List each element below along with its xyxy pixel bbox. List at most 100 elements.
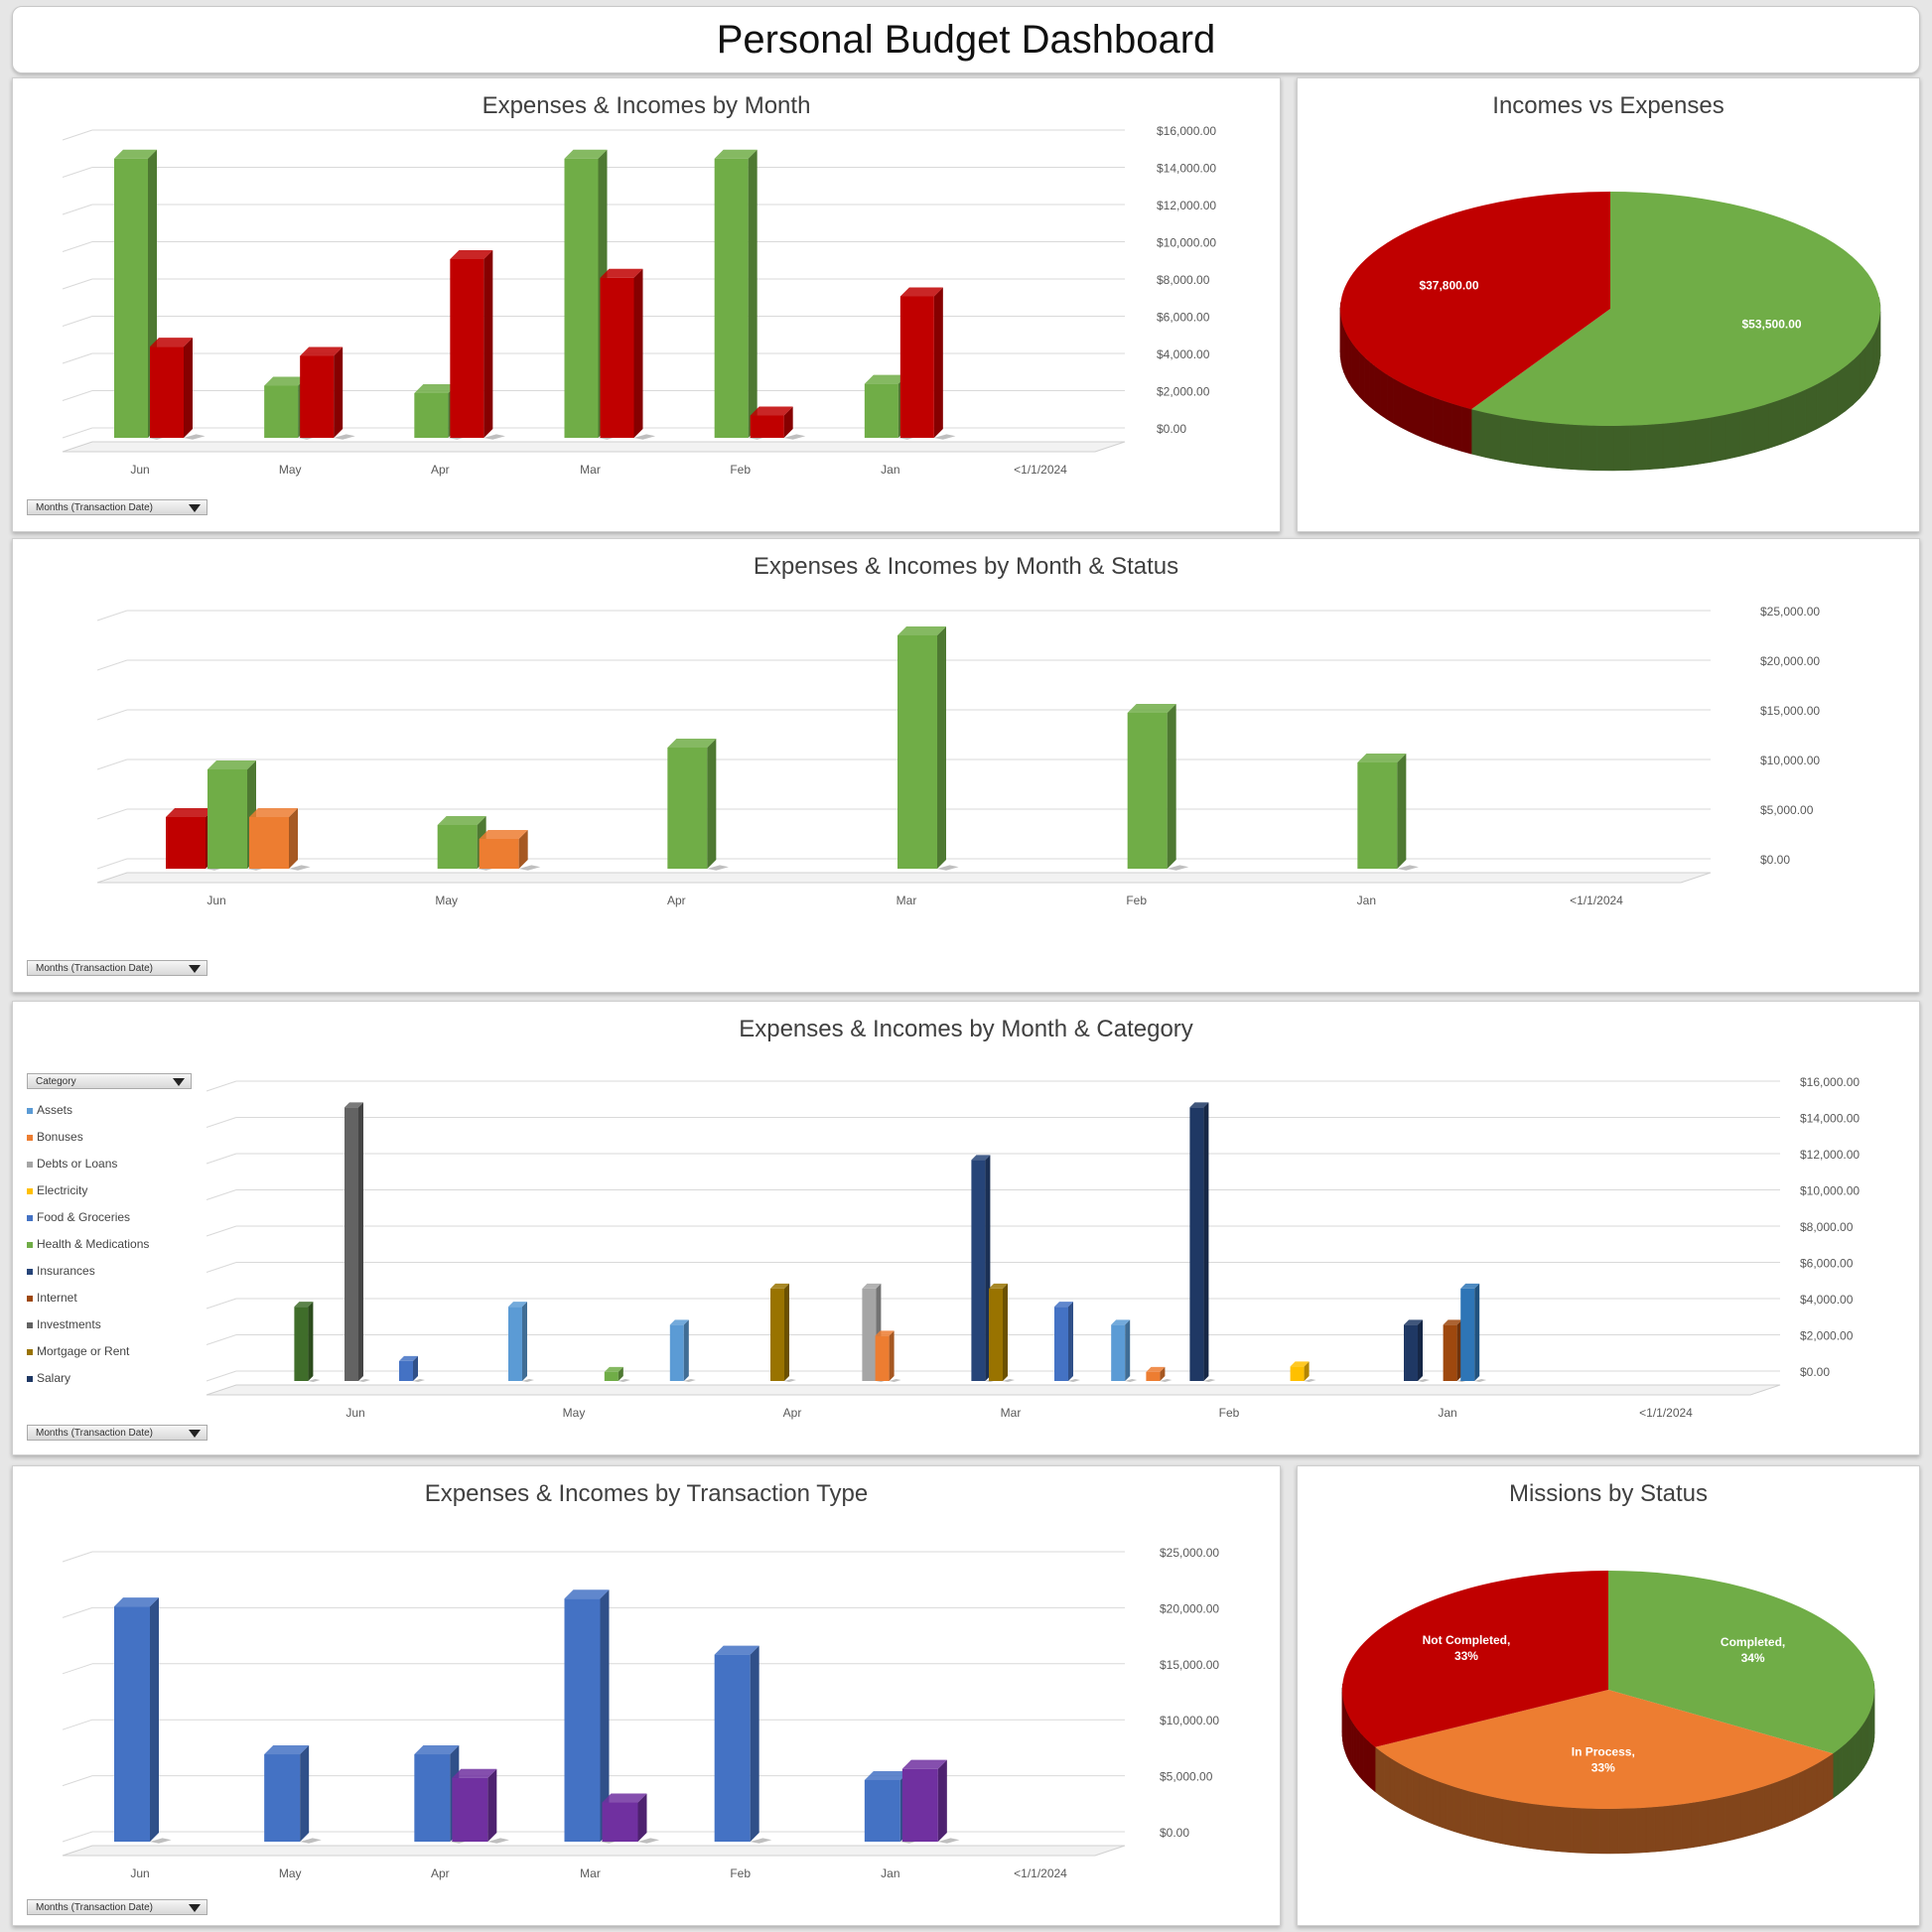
bar-shadow	[1418, 1379, 1430, 1382]
chart-panel-missions-status: Missions by Status Completed, 34% In Proce…	[1297, 1465, 1920, 1926]
month-filter-button[interactable]: Months (Transaction Date)	[27, 1425, 207, 1441]
bar-front	[669, 1324, 684, 1381]
pie-side-segment	[1754, 403, 1769, 454]
bar-front	[1146, 1371, 1161, 1381]
pie-slice	[1375, 1690, 1834, 1809]
month-filter-button[interactable]: Months (Transaction Date)	[27, 960, 207, 976]
gridline-depth	[62, 204, 93, 215]
bar-side	[784, 1283, 789, 1381]
chart-floor	[62, 441, 1126, 453]
category-filter-button[interactable]: Category	[27, 1073, 192, 1089]
bar-top	[564, 149, 608, 159]
bar-front	[901, 1768, 938, 1842]
bar-side	[300, 1745, 310, 1842]
bar-shadow	[783, 434, 806, 440]
pie-data-label: $37,800.00	[1419, 278, 1478, 292]
pie-side-segment	[1515, 418, 1533, 467]
bar-top	[602, 1793, 647, 1803]
legend-swatch-icon	[27, 1214, 33, 1221]
bar-front	[989, 1288, 1003, 1381]
bar-shadow	[750, 1838, 772, 1844]
bar-top	[864, 1770, 909, 1780]
bar	[714, 149, 770, 440]
pie-side-segment	[1343, 328, 1347, 378]
pie-side-segment	[1732, 1792, 1741, 1841]
x-tick-label: Jan	[1438, 1406, 1456, 1420]
legend-swatch-icon	[27, 1161, 33, 1168]
bar-front	[249, 817, 289, 869]
x-tick-label: Jun	[130, 463, 149, 477]
bar-side	[1304, 1361, 1310, 1381]
bar-front	[437, 825, 478, 869]
bar-top	[1460, 1283, 1480, 1289]
bar-top	[414, 1745, 460, 1755]
gridline-depth	[206, 1262, 237, 1273]
pie-side-segment	[1406, 1766, 1414, 1816]
pie-data-label: 33%	[1454, 1649, 1478, 1663]
legend-item: Health & Medications	[27, 1231, 186, 1258]
legend-swatch-icon	[27, 1375, 33, 1382]
pie-data-label: 34%	[1741, 1651, 1765, 1665]
bar-side	[150, 1597, 159, 1842]
month-filter-button[interactable]: Months (Transaction Date)	[27, 1899, 207, 1915]
bar-side	[1068, 1302, 1073, 1381]
y-tick-label: $20,000.00	[1160, 1601, 1219, 1615]
pie-side-segment	[1792, 1772, 1800, 1822]
bar-front	[1189, 1107, 1204, 1381]
gridline-depth	[96, 759, 128, 770]
bar-front	[150, 346, 184, 438]
pie-side-segment	[1384, 1753, 1391, 1803]
pie-side-segment	[1860, 345, 1866, 399]
bar-side	[1167, 704, 1176, 869]
bar-top	[875, 1330, 895, 1336]
y-tick-label: $5,000.00	[1160, 1770, 1213, 1784]
bar-side	[683, 1319, 689, 1381]
pie-side-segment	[1785, 1775, 1793, 1824]
bar	[667, 739, 729, 871]
bar	[399, 1355, 425, 1382]
pie-side-segment	[1442, 400, 1452, 449]
chart-title: Expenses & Incomes by Transaction Type	[424, 1480, 869, 1507]
bar-shadow	[637, 1838, 660, 1844]
pie-side-segment	[1876, 319, 1880, 371]
pie-data-label: $53,500.00	[1741, 318, 1801, 332]
bar-side	[633, 268, 643, 438]
bar-front	[300, 355, 335, 438]
pie-side-segment	[1370, 1742, 1376, 1793]
bar	[1357, 754, 1419, 871]
chart-title: Expenses & Incomes by Month	[482, 92, 811, 119]
bar-front	[899, 296, 934, 438]
month-filter-button[interactable]: Months (Transaction Date)	[27, 499, 207, 515]
pie-side-segment	[1863, 1718, 1867, 1769]
bar	[150, 338, 206, 440]
legend-item: Debts or Loans	[27, 1151, 186, 1177]
bar-shadow	[1397, 865, 1419, 871]
pie-side-segment	[1536, 1804, 1546, 1851]
dropdown-arrow-icon	[189, 965, 201, 973]
x-tick-label: Mar	[1001, 1406, 1022, 1420]
bar-front	[604, 1371, 619, 1381]
gridline-depth	[62, 278, 93, 290]
legend-swatch-icon	[27, 1107, 33, 1114]
legend-swatch-icon	[27, 1295, 33, 1302]
gridline-depth	[62, 1663, 93, 1675]
bar-front	[602, 1802, 638, 1842]
bar-top	[899, 287, 943, 297]
dashboard-title: Personal Budget Dashboard	[12, 6, 1920, 73]
bar-top	[864, 374, 907, 384]
legend-label: Insurances	[37, 1264, 95, 1278]
bar	[1146, 1366, 1173, 1382]
gridline-depth	[62, 1551, 93, 1563]
bar	[1404, 1319, 1430, 1382]
bar-top	[249, 808, 298, 817]
x-tick-label: Apr	[431, 1866, 450, 1880]
bar-side	[637, 1793, 647, 1842]
y-tick-label: $16,000.00	[1800, 1075, 1860, 1089]
x-tick-label: Jun	[345, 1406, 364, 1420]
bar-shadow	[358, 1379, 370, 1382]
x-tick-label: Jan	[881, 1866, 899, 1880]
chart-title: Expenses & Incomes by Month & Status	[753, 553, 1179, 580]
bar-front	[864, 1779, 900, 1842]
bar-side	[522, 1302, 527, 1381]
bar	[602, 1793, 660, 1844]
